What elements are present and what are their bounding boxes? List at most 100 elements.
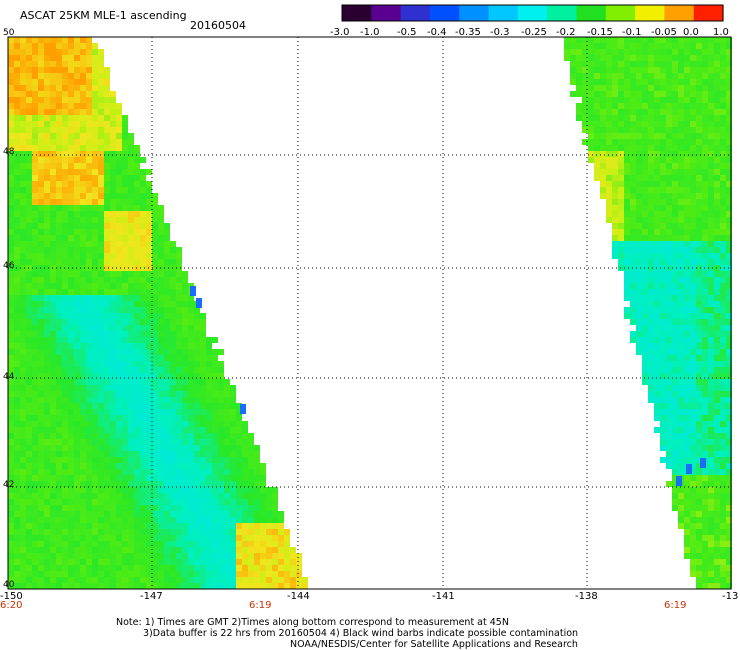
data-cell [684, 403, 690, 409]
data-cell [32, 211, 38, 217]
data-cell [726, 37, 732, 43]
data-cell [248, 583, 254, 589]
data-cell [284, 547, 290, 553]
data-cell [128, 457, 134, 463]
data-cell [38, 403, 44, 409]
data-cell [296, 583, 302, 589]
data-cell [134, 367, 140, 373]
data-cell [606, 67, 612, 73]
data-cell [128, 463, 134, 469]
data-cell [32, 367, 38, 373]
data-cell [68, 91, 74, 97]
data-cell [110, 181, 116, 187]
data-cell [122, 469, 128, 475]
data-cell [182, 451, 188, 457]
data-cell [92, 277, 98, 283]
data-cell [20, 133, 26, 139]
data-cell [14, 109, 20, 115]
data-cell [206, 343, 212, 349]
data-cell [188, 379, 194, 385]
data-cell [230, 433, 236, 439]
data-cell [80, 433, 86, 439]
data-cell [134, 181, 140, 187]
data-cell [164, 349, 170, 355]
data-cell [170, 253, 176, 259]
data-cell [630, 259, 636, 265]
data-cell [32, 253, 38, 259]
data-cell [684, 511, 690, 517]
data-cell [86, 457, 92, 463]
data-cell [684, 169, 690, 175]
data-cell [684, 133, 690, 139]
data-cell [92, 415, 98, 421]
data-cell [56, 379, 62, 385]
data-cell [206, 583, 212, 589]
data-cell [678, 253, 684, 259]
data-cell [696, 571, 702, 577]
data-cell [248, 511, 254, 517]
data-cell [86, 61, 92, 67]
data-cell [720, 481, 726, 487]
data-cell [44, 79, 50, 85]
data-cell [158, 469, 164, 475]
data-cell [648, 127, 654, 133]
data-cell [68, 109, 74, 115]
data-cell [672, 229, 678, 235]
data-cell [26, 355, 32, 361]
data-cell [98, 343, 104, 349]
data-cell [32, 577, 38, 583]
data-cell [720, 475, 726, 481]
data-cell [648, 103, 654, 109]
data-cell [176, 481, 182, 487]
data-cell [636, 325, 642, 331]
data-cell [708, 277, 714, 283]
data-cell [236, 577, 242, 583]
data-cell [68, 205, 74, 211]
data-cell [68, 223, 74, 229]
data-cell [678, 355, 684, 361]
data-cell [696, 343, 702, 349]
data-cell [206, 553, 212, 559]
data-cell [200, 583, 206, 589]
data-cell [630, 121, 636, 127]
data-cell [62, 421, 68, 427]
data-cell [158, 523, 164, 529]
data-cell [62, 115, 68, 121]
data-cell [230, 541, 236, 547]
lat-label: 40 [3, 580, 15, 590]
data-cell [116, 397, 122, 403]
data-cell [50, 427, 56, 433]
data-cell [152, 205, 158, 211]
data-cell [8, 235, 14, 241]
data-cell [152, 211, 158, 217]
data-cell [56, 97, 62, 103]
data-cell [50, 331, 56, 337]
data-cell [714, 367, 720, 373]
data-cell [56, 67, 62, 73]
data-cell [654, 205, 660, 211]
data-cell [236, 457, 242, 463]
data-cell [630, 277, 636, 283]
data-cell [32, 343, 38, 349]
data-cell [720, 169, 726, 175]
data-cell [642, 295, 648, 301]
data-cell [720, 145, 726, 151]
data-cell [20, 355, 26, 361]
data-cell [236, 535, 242, 541]
data-cell [720, 97, 726, 103]
data-cell [134, 319, 140, 325]
data-cell [678, 271, 684, 277]
data-cell [56, 391, 62, 397]
data-cell [140, 385, 146, 391]
data-cell [86, 307, 92, 313]
data-cell [612, 145, 618, 151]
data-cell [702, 121, 708, 127]
data-cell [26, 325, 32, 331]
data-cell [636, 217, 642, 223]
data-cell [74, 241, 80, 247]
data-cell [206, 517, 212, 523]
data-cell [38, 559, 44, 565]
data-cell [116, 385, 122, 391]
data-cell [20, 265, 26, 271]
data-cell [654, 373, 660, 379]
